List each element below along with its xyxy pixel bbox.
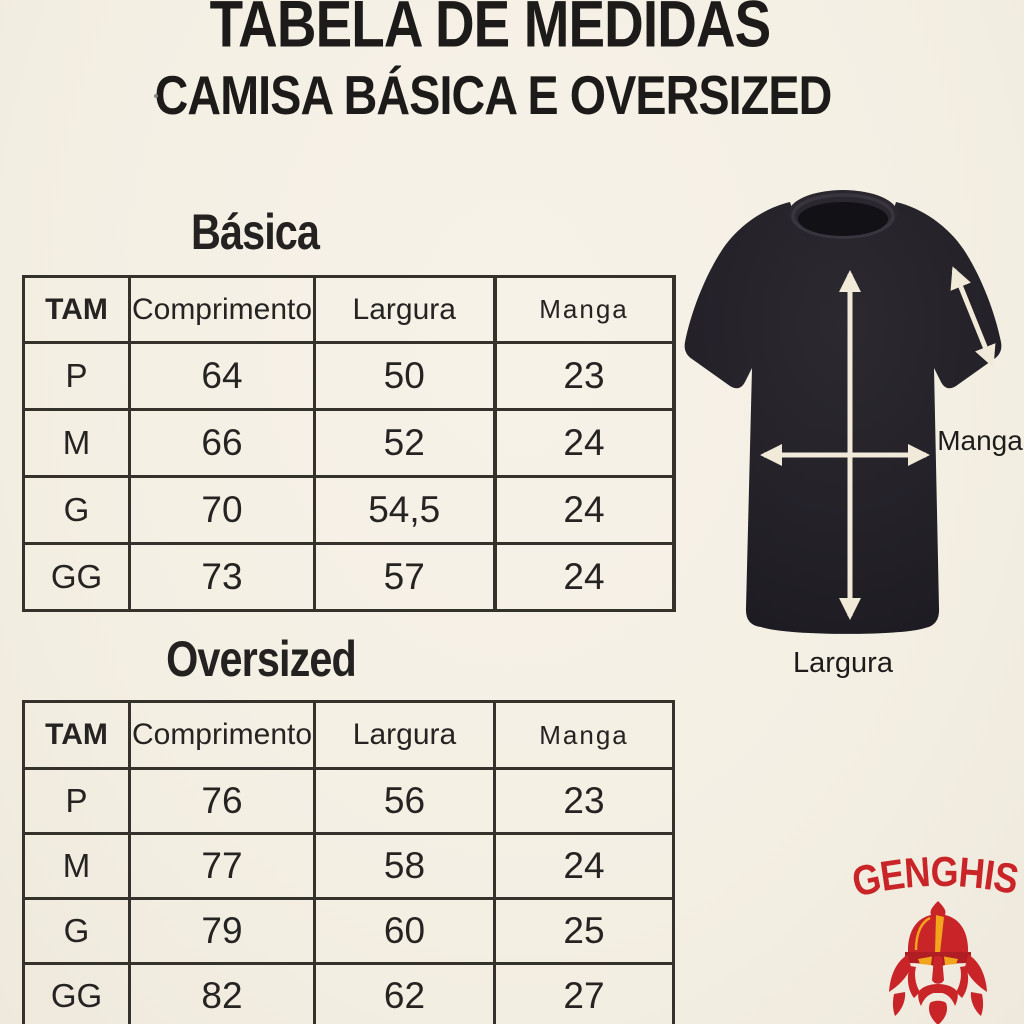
basica-size-table: TAM Comprimento Largura Manga P 64 50 23…	[22, 275, 676, 612]
cell-manga: 27	[493, 962, 675, 1024]
collar-ribbing	[791, 193, 895, 239]
cell-largura: 52	[313, 408, 496, 478]
tshirt-illustration	[684, 190, 1002, 634]
page-subtitle: CAMISA BÁSICA E OVERSIZED	[154, 64, 833, 127]
cell-size: G	[22, 475, 131, 545]
column-header-tam: TAM	[22, 700, 131, 770]
table-row: GG 82 62 27	[22, 962, 675, 1024]
table-row: M 66 52 24	[22, 408, 676, 478]
cell-manga: 24	[492, 542, 676, 612]
cell-manga: 23	[493, 767, 675, 835]
table-header-row: TAM Comprimento Largura Manga	[22, 275, 676, 344]
cell-size: GG	[22, 542, 131, 612]
cell-largura: 60	[313, 897, 496, 965]
cell-comprimento: 66	[128, 408, 316, 478]
cell-manga: 24	[492, 475, 676, 545]
page-title: TABELA DE MEDIDAS	[209, 0, 772, 62]
cell-largura: 57	[313, 542, 496, 612]
cell-largura: 54,5	[313, 475, 496, 545]
column-header-comprimento: Comprimento	[128, 275, 316, 344]
print-artifact-dot	[154, 94, 158, 98]
cell-comprimento: 79	[128, 897, 316, 965]
column-header-comprimento: Comprimento	[128, 700, 316, 770]
manga-arrow-label: Manga	[937, 425, 1023, 456]
brand-wordmark: GENGHIS	[850, 852, 1022, 906]
cell-comprimento: 70	[128, 475, 316, 545]
cell-manga: 25	[493, 897, 675, 965]
cell-comprimento: 76	[128, 767, 316, 835]
cell-size: M	[22, 832, 131, 900]
cell-comprimento: 82	[128, 962, 316, 1024]
cell-comprimento: 64	[128, 341, 316, 411]
genghis-mascot	[889, 901, 987, 1024]
column-header-tam: TAM	[22, 275, 131, 344]
tshirt-body	[684, 202, 1002, 634]
cell-comprimento: 73	[128, 542, 316, 612]
table-row: G 70 54,5 24	[22, 475, 676, 545]
cell-size: GG	[22, 962, 131, 1024]
cell-size: M	[22, 408, 131, 478]
basica-heading: Básica	[190, 203, 320, 260]
cell-comprimento: 77	[128, 832, 316, 900]
genghis-brand-logo: GENGHIS	[848, 848, 1024, 1024]
collar-opening	[798, 202, 888, 236]
table-header-row: TAM Comprimento Largura Manga	[22, 700, 675, 770]
cell-largura: 58	[313, 832, 496, 900]
cell-size: G	[22, 897, 131, 965]
cell-manga: 24	[493, 832, 675, 900]
cell-largura: 62	[313, 962, 496, 1024]
oversized-heading: Oversized	[166, 630, 357, 687]
oversized-size-table: TAM Comprimento Largura Manga P 76 56 23…	[22, 700, 675, 1024]
cell-largura: 50	[313, 341, 496, 411]
table-row: P 64 50 23	[22, 341, 676, 411]
column-header-largura: Largura	[313, 275, 496, 344]
table-row: G 79 60 25	[22, 897, 675, 965]
tshirt-measurement-diagram	[678, 188, 1024, 640]
cell-manga: 23	[492, 341, 676, 411]
cell-largura: 56	[313, 767, 496, 835]
cell-size: P	[22, 767, 131, 835]
column-header-largura: Largura	[313, 700, 496, 770]
column-header-manga: Manga	[493, 700, 675, 770]
table-row: GG 73 57 24	[22, 542, 676, 612]
table-row: M 77 58 24	[22, 832, 675, 900]
sleeve-arrow	[950, 266, 996, 368]
cell-manga: 24	[492, 408, 676, 478]
column-header-manga: Manga	[492, 275, 676, 344]
largura-arrow-label: Largura	[793, 647, 893, 679]
genghis-logo-graphic: GENGHIS	[848, 848, 1023, 1024]
table-row: P 76 56 23	[22, 767, 675, 835]
cell-size: P	[22, 341, 131, 411]
